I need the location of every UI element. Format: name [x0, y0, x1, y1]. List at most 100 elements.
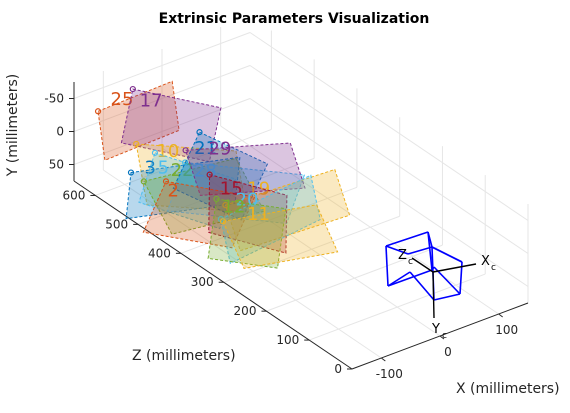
plane-id-label: 29 — [209, 138, 232, 159]
plane-origin-marker — [206, 171, 213, 178]
grid-line-y-back — [73, 32, 251, 99]
camera-z-label: Z — [398, 248, 407, 263]
plane-origin-marker — [140, 178, 147, 185]
x-tick-mark — [381, 357, 386, 362]
z-axis-label: Z (millimeters) — [132, 348, 236, 364]
x-tick-label: -100 — [376, 367, 403, 381]
plane-id-label: 15 — [220, 179, 243, 200]
grid-line-x-floor — [220, 125, 499, 315]
plane-origin-marker — [133, 140, 140, 148]
plane-origin-marker — [151, 149, 159, 156]
plane-origin-marker — [196, 129, 203, 136]
plane-id-label: 12 — [222, 197, 245, 218]
plane-origin-marker — [127, 169, 135, 176]
camera-edge — [385, 245, 389, 287]
x-axis-label: X (millimeters) — [456, 381, 560, 397]
chart-title: Extrinsic Parameters Visualization — [159, 11, 430, 27]
plane-id-label: 22 — [171, 160, 194, 181]
z-tick-label: 200 — [234, 304, 257, 318]
camera-x-subscript: c — [491, 263, 496, 273]
calibration-plane: 22 — [140, 157, 265, 235]
grid-line-y-back — [73, 65, 251, 132]
y-tick-label: -50 — [44, 92, 64, 106]
camera-y-label: Y — [431, 322, 440, 337]
plane-origin-marker — [181, 159, 189, 166]
plane-patch — [143, 157, 265, 235]
axis-line — [73, 180, 353, 370]
plane-origin-marker — [94, 108, 102, 115]
calibration-plane: 15 — [206, 171, 288, 254]
plane-patch — [138, 152, 237, 230]
camera-edge — [431, 246, 463, 263]
plane-origin-marker — [129, 85, 136, 93]
z-tick-label: 400 — [148, 246, 171, 260]
plane-id-label: 19 — [247, 179, 270, 200]
z-tick-label: 100 — [276, 333, 299, 347]
z-tick-label: 600 — [62, 188, 85, 202]
plane-origin-marker — [213, 195, 220, 203]
x-tick-mark — [439, 335, 445, 340]
calibration-plane: 25 — [94, 80, 180, 162]
plane-origin-marker — [162, 178, 170, 185]
calibration-plane: 21 — [172, 129, 269, 221]
plane-patch — [120, 88, 222, 163]
plane-origin-marker — [182, 147, 189, 154]
calibration-plane: 29 — [182, 138, 306, 196]
plane-patch — [208, 173, 288, 254]
plane-id-label: 25 — [111, 89, 134, 110]
grid-line-y-wall — [249, 65, 529, 254]
plane-id-label: 2 — [167, 180, 178, 201]
plane-patch — [142, 180, 256, 249]
camera-edge — [427, 231, 433, 248]
camera-edge — [407, 246, 433, 255]
camera-edge — [387, 269, 433, 287]
plane-patch — [184, 142, 306, 196]
grid-line-x-floor — [161, 147, 441, 337]
calibration-plane: 12 — [207, 195, 287, 269]
z-tick-label: 300 — [191, 275, 214, 289]
plane-origin-marker — [222, 201, 229, 209]
y-axis-label: Y (millimeters) — [5, 74, 21, 178]
z-tick-label: 500 — [105, 217, 128, 231]
x-tick-mark — [498, 313, 503, 318]
camera-z-subscript: c — [408, 257, 413, 267]
axes-box — [69, 82, 529, 370]
calibration-plane: 20 — [217, 174, 321, 265]
camera-x-label: X — [481, 254, 490, 269]
calibration-plane: 2 — [142, 178, 256, 249]
x-tick-label: 100 — [495, 323, 518, 337]
plane-id-label: 5 — [158, 157, 169, 178]
plane-patch — [97, 80, 180, 162]
calibration-plane: 10 — [133, 140, 248, 213]
plane-id-label: 17 — [140, 91, 163, 112]
plane-patch — [172, 131, 269, 221]
plane-patch — [220, 174, 321, 265]
plane-patch — [222, 204, 339, 269]
camera-edge — [387, 271, 411, 287]
camera-edge — [385, 245, 409, 255]
plane-patch — [207, 198, 287, 269]
calibration-plane: 5 — [138, 149, 237, 230]
calibration-plane: 17 — [120, 85, 222, 163]
camera-edge — [409, 271, 435, 301]
grid-line-y-wall — [249, 32, 529, 221]
camera-x-axis — [432, 263, 477, 273]
camera-y-axis — [432, 271, 435, 319]
z-tick-label: 0 — [334, 362, 342, 376]
plane-id-label: 11 — [247, 204, 270, 225]
plane-id-label: 10 — [156, 141, 179, 162]
calibration-plane: 11 — [219, 204, 339, 269]
camera-y-subscript: c — [442, 331, 447, 341]
camera-edge — [385, 231, 429, 247]
camera-edge — [433, 293, 461, 301]
y-tick-label: 50 — [49, 158, 64, 172]
plane-id-label: 20 — [236, 190, 259, 211]
camera-z-axis — [411, 257, 434, 273]
y-tick-label: 0 — [56, 125, 64, 139]
x-tick-label: 0 — [444, 345, 452, 359]
